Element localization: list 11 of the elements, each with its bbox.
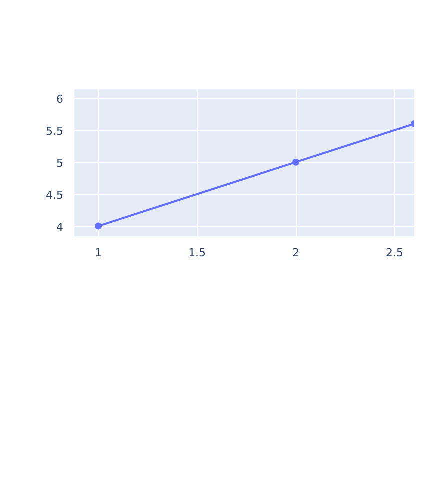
x-tick-label: 2 (292, 246, 300, 260)
y-tick-label: 4 (56, 220, 64, 234)
point (95, 222, 102, 230)
x-tick-label: 1 (95, 246, 102, 260)
y-tick-label: 4.5 (46, 188, 64, 202)
point (292, 158, 300, 166)
y-tick-label: 5 (56, 156, 64, 170)
x-tick-label: 1.5 (188, 246, 206, 260)
x-tick-label: 2.5 (386, 246, 404, 260)
y-tick-label: 5.5 (46, 124, 64, 138)
y-tick-label: 6 (56, 92, 64, 106)
